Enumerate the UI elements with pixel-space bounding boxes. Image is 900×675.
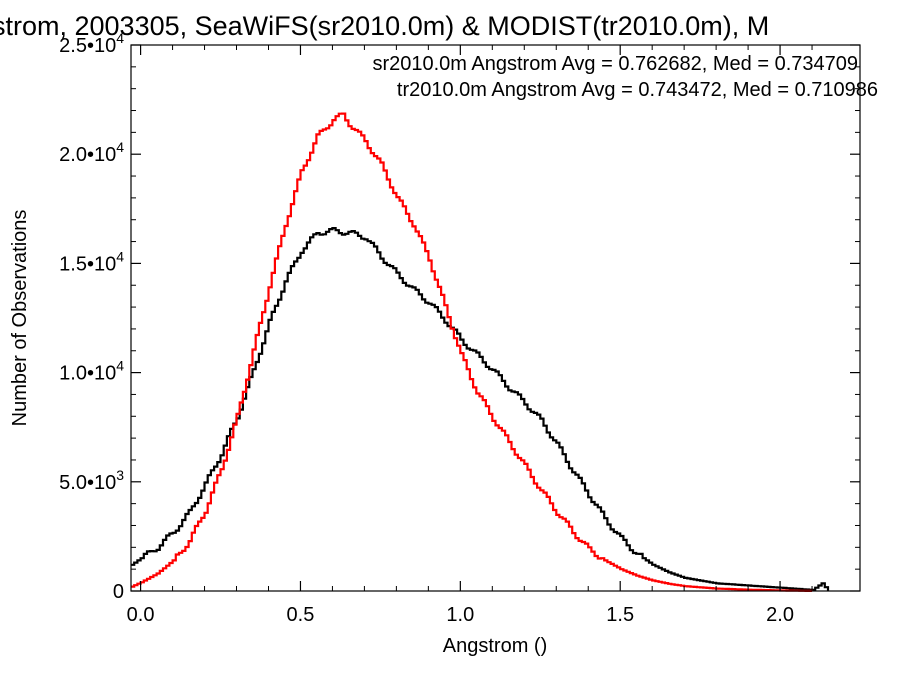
x-tick-label: 1.5 <box>606 604 634 626</box>
y-tick-label: 1.0•104 <box>59 358 124 385</box>
y-axis: 0 5.0•103 1.0•104 1.5•104 2.0•104 2.5•104 <box>59 30 860 603</box>
series-layer <box>131 112 830 592</box>
plot-frame <box>130 44 861 592</box>
legend-entry-1: sr2010.0m Angstrom Avg = 0.762682, Med =… <box>372 53 858 75</box>
x-tick-label: 0.0 <box>127 604 155 626</box>
x-tick-label: 0.5 <box>287 604 315 626</box>
chart-title: strom, 2003305, SeaWiFS(sr2010.0m) & MOD… <box>0 11 769 41</box>
y-tick-label: 2.5•104 <box>59 30 124 57</box>
x-tick-label: 1.0 <box>446 604 474 626</box>
y-tick-label: 5.0•103 <box>59 467 124 494</box>
y-tick-label: 1.5•104 <box>59 248 124 275</box>
y-tick-label: 2.0•104 <box>59 139 124 166</box>
x-axis: 0.0 0.5 1.0 1.5 2.0 <box>127 45 813 626</box>
y-tick-label: 0 <box>113 581 124 603</box>
series-line-2 <box>131 112 814 592</box>
x-tick-label: 2.0 <box>766 604 794 626</box>
x-axis-label: Angstrom () <box>443 635 547 657</box>
legend-entry-2: tr2010.0m Angstrom Avg = 0.743472, Med =… <box>397 79 878 101</box>
y-axis-label: Number of Observations <box>9 210 31 427</box>
series-line-1 <box>131 227 830 591</box>
